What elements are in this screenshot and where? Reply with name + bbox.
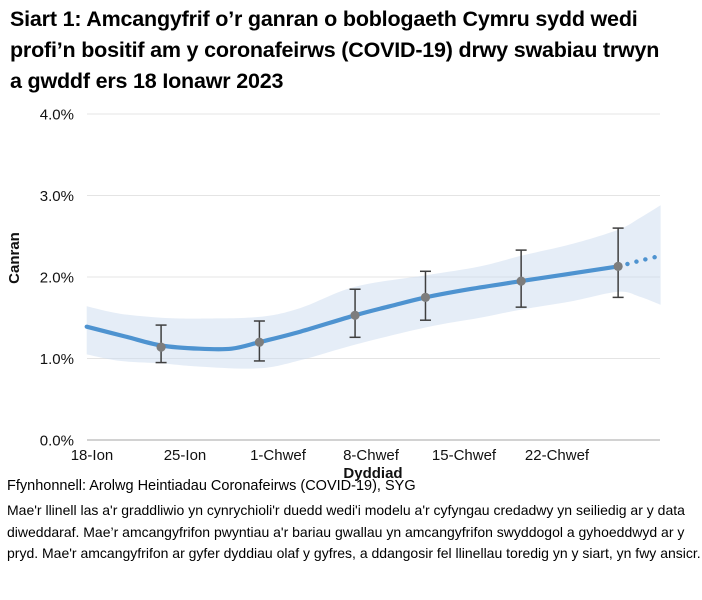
- trend-chart: 0.0% 1.0% 2.0% 3.0% 4.0% 18-Ion 25-Ion 1-Chwef 8…: [6, 107, 663, 482]
- y-tick-label: 0.0%: [40, 433, 74, 450]
- x-tick-label: 22-Chwef: [525, 447, 590, 464]
- footnote-text: Mae'r llinell las a'r graddliwio yn cynr…: [7, 502, 701, 561]
- y-tick-label: 1.0%: [40, 351, 74, 368]
- x-tick-label: 8-Chwef: [343, 447, 400, 464]
- y-tick-label: 3.0%: [40, 188, 74, 205]
- credible-band: [86, 205, 661, 369]
- y-tick-label: 4.0%: [40, 107, 74, 124]
- y-tick-label: 2.0%: [40, 270, 74, 287]
- estimate-point: [516, 276, 526, 286]
- x-tick-label: 18-Ion: [71, 447, 114, 464]
- x-tick-label: 25-Ion: [164, 447, 207, 464]
- source-text: Ffynhonnell: Arolwg Heintiadau Coronafei…: [7, 478, 416, 494]
- estimate-point: [156, 342, 166, 352]
- estimate-point: [613, 261, 623, 272]
- x-tick-label: 1-Chwef: [250, 447, 307, 464]
- trend-line-dotted: [625, 253, 663, 267]
- x-axis-title: Dyddiad: [343, 465, 402, 482]
- estimate-point: [420, 292, 431, 302]
- x-tick-label: 15-Chwef: [432, 447, 497, 464]
- estimate-point: [254, 337, 265, 347]
- y-axis-title: Canran: [6, 232, 23, 284]
- chart-title: Siart 1: Amcangyfrif o’r ganran o boblog…: [10, 7, 660, 93]
- estimate-point: [350, 310, 360, 320]
